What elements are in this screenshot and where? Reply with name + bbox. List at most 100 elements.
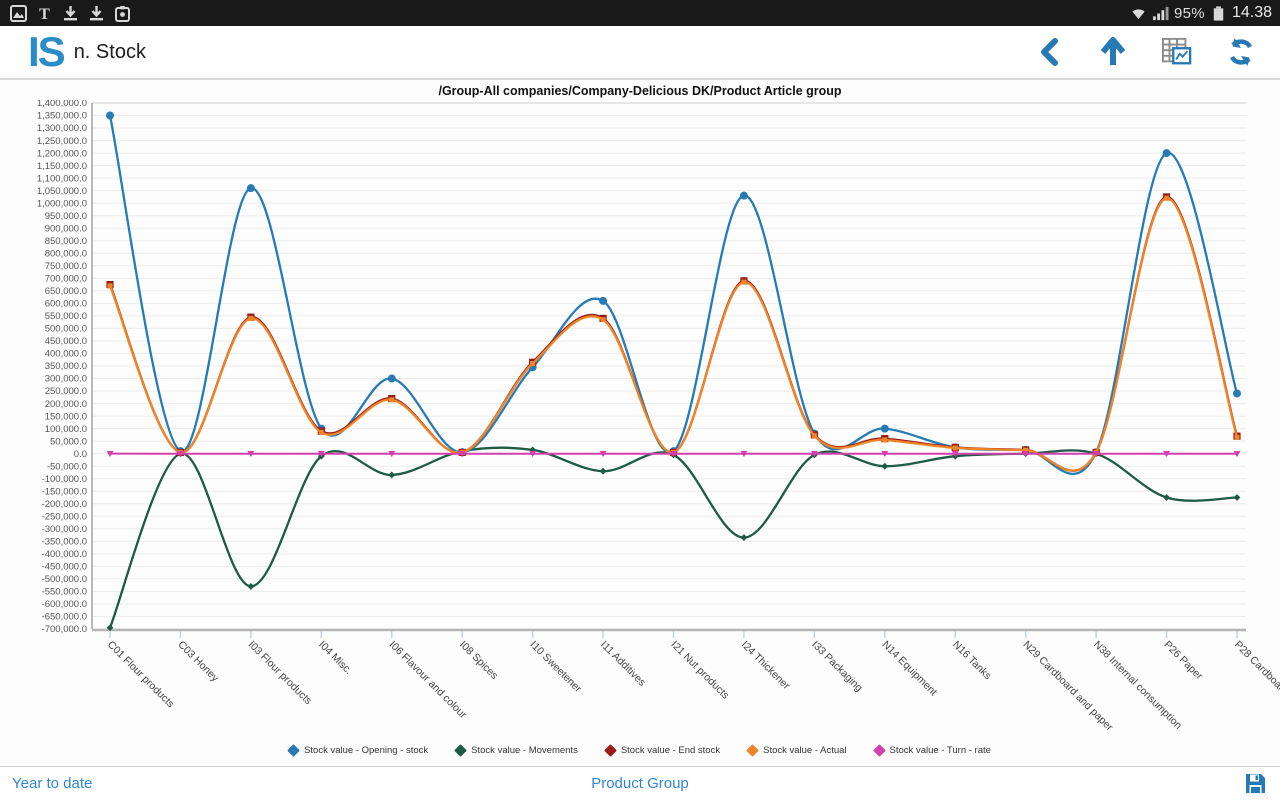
data-point bbox=[1163, 450, 1170, 458]
y-axis-label: 1,300,000.0 bbox=[37, 123, 87, 134]
data-point bbox=[810, 450, 818, 458]
notification-icons: T bbox=[0, 4, 131, 22]
data-point bbox=[107, 283, 113, 289]
legend-item[interactable]: Stock value - End stock bbox=[603, 743, 721, 757]
app-header: IS n. Stock bbox=[0, 26, 1280, 80]
data-point bbox=[952, 445, 958, 451]
y-axis-label: 400,000.0 bbox=[45, 349, 87, 360]
x-axis-label: N14 Equipment bbox=[880, 639, 940, 699]
y-axis-label: 900,000.0 bbox=[45, 223, 87, 234]
x-axis-label: I04 Misc. bbox=[316, 639, 354, 677]
legend-label: Stock value - Actual bbox=[763, 744, 847, 756]
y-axis-label: -200,000.0 bbox=[42, 499, 87, 510]
x-axis-label: C03 Honey bbox=[175, 639, 221, 685]
back-button[interactable] bbox=[1034, 37, 1064, 67]
y-axis-label: 750,000.0 bbox=[45, 261, 87, 272]
legend-marker-icon bbox=[872, 743, 886, 757]
data-point bbox=[1233, 494, 1241, 501]
data-point bbox=[529, 450, 537, 458]
refresh-button[interactable] bbox=[1226, 37, 1256, 67]
data-point bbox=[106, 111, 114, 120]
y-axis-label: 150,000.0 bbox=[45, 411, 87, 422]
y-axis-label: -650,000.0 bbox=[42, 612, 87, 623]
data-point bbox=[599, 467, 607, 475]
y-axis-label: 550,000.0 bbox=[45, 311, 87, 322]
legend-item[interactable]: Stock value - Movements bbox=[454, 743, 578, 757]
android-status-bar: T bbox=[0, 0, 1280, 26]
x-axis-label: I24 Thickener bbox=[739, 639, 793, 693]
x-axis-label: C01 Flour products bbox=[105, 639, 177, 711]
data-point bbox=[599, 296, 608, 305]
data-point bbox=[600, 317, 606, 323]
clock: 14.38 bbox=[1231, 4, 1272, 21]
y-axis-label: 350,000.0 bbox=[45, 361, 87, 372]
x-axis-label: I08 Spices bbox=[457, 639, 500, 682]
chart-legend: Stock value - Opening - stock Stock value… bbox=[0, 740, 1280, 760]
y-axis-label: 850,000.0 bbox=[45, 236, 87, 247]
y-axis-label: -350,000.0 bbox=[42, 537, 87, 548]
y-axis-label: -700,000.0 bbox=[42, 624, 87, 635]
legend-label: Stock value - End stock bbox=[620, 744, 721, 756]
data-point bbox=[388, 471, 396, 479]
download-icon bbox=[90, 5, 103, 20]
stock-line-chart[interactable]: 1,400,000.0 1,350,000.01,300,000.0 1,250,0… bbox=[0, 100, 1280, 740]
y-axis-label: 1,150,000.0 bbox=[37, 161, 87, 172]
data-point bbox=[880, 424, 889, 433]
data-point bbox=[248, 315, 254, 321]
y-axis-label: 700,000.0 bbox=[45, 274, 87, 285]
x-axis-label: I03 Flour products bbox=[246, 639, 314, 707]
y-axis-label: 1,400,000.0 bbox=[37, 100, 87, 109]
legend-item[interactable]: Stock value - Actual bbox=[746, 743, 847, 757]
data-point bbox=[318, 429, 324, 435]
x-axis-label: I11 Additives bbox=[598, 639, 648, 689]
legend-marker-icon bbox=[454, 743, 468, 757]
legend-item[interactable]: Stock value - Opening - stock bbox=[287, 743, 428, 757]
data-point bbox=[1162, 149, 1171, 158]
app-logo: IS bbox=[28, 28, 66, 75]
dimension-selector[interactable]: Product Group bbox=[591, 775, 689, 792]
legend-item[interactable]: Stock value - Turn - rate bbox=[872, 743, 991, 757]
data-point bbox=[741, 279, 747, 285]
header-actions bbox=[1034, 37, 1280, 67]
y-axis-label: 1,050,000.0 bbox=[37, 186, 87, 197]
save-button[interactable] bbox=[1245, 773, 1266, 794]
gallery-icon bbox=[10, 4, 27, 22]
y-axis-label: -250,000.0 bbox=[42, 511, 87, 522]
data-point bbox=[1233, 389, 1241, 398]
y-axis-label: 100,000.0 bbox=[45, 424, 87, 435]
data-point bbox=[881, 450, 889, 458]
legend-marker-icon bbox=[603, 743, 617, 757]
data-point bbox=[740, 534, 748, 541]
battery-percent: 95% bbox=[1174, 4, 1205, 22]
footer-bar: Year to date Product Group bbox=[0, 766, 1280, 800]
y-axis-label: 200,000.0 bbox=[45, 399, 87, 410]
series-line bbox=[108, 114, 1239, 476]
y-axis-label: -300,000.0 bbox=[42, 524, 87, 535]
y-axis-label: -50,000.0 bbox=[47, 461, 87, 472]
y-axis-label: 250,000.0 bbox=[45, 386, 87, 397]
screenshot-icon bbox=[115, 5, 130, 22]
data-point bbox=[1022, 450, 1030, 458]
y-axis-label: -450,000.0 bbox=[42, 562, 87, 573]
y-axis-label: 1,250,000.0 bbox=[37, 136, 87, 147]
y-axis-label: 300,000.0 bbox=[45, 374, 87, 385]
back-icon bbox=[1041, 38, 1058, 66]
y-axis-label: 450,000.0 bbox=[45, 336, 87, 347]
y-axis-label: -550,000.0 bbox=[42, 587, 87, 598]
up-button[interactable] bbox=[1098, 37, 1128, 67]
data-point bbox=[670, 450, 677, 458]
series-line bbox=[108, 197, 1239, 472]
data-point bbox=[106, 624, 114, 632]
x-axis-label: I06 Flavour and colour bbox=[387, 639, 470, 722]
x-axis-label: P28 Cardboard bbox=[1232, 639, 1280, 698]
refresh-icon bbox=[1229, 38, 1253, 66]
period-selector[interactable]: Year to date bbox=[12, 775, 93, 792]
data-point bbox=[882, 437, 888, 443]
data-point bbox=[1234, 434, 1240, 440]
series-line bbox=[108, 195, 1239, 472]
report-button[interactable] bbox=[1162, 37, 1192, 67]
data-point bbox=[389, 397, 395, 403]
y-axis-label: 500,000.0 bbox=[45, 324, 87, 335]
legend-marker-icon bbox=[746, 743, 759, 757]
